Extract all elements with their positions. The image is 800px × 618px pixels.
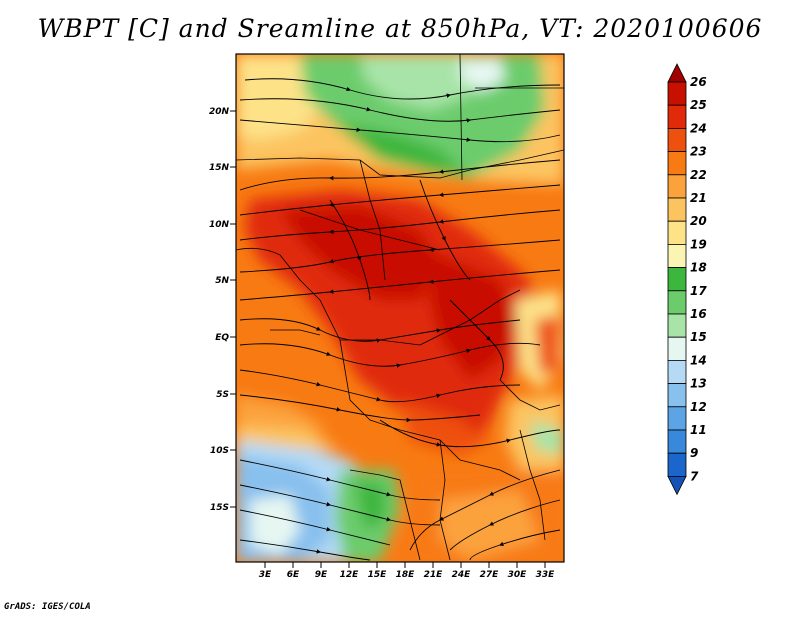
wbpt-shading xyxy=(236,54,564,562)
colorbar-segment xyxy=(667,127,687,152)
colorbar-label: 21 xyxy=(690,191,707,205)
lon-tick-label: 27E xyxy=(480,570,500,580)
colorbar-segment xyxy=(667,104,687,129)
colorbar-label: 22 xyxy=(690,168,707,182)
colorbar-labels: 26 25 24 23 22 21 20 19 18 17 16 15 14 13 12 11 9 7 xyxy=(690,75,707,483)
lon-tick-label: 15E xyxy=(368,570,388,580)
colorbar-segment xyxy=(667,429,687,454)
colorbar-label: 19 xyxy=(690,237,707,251)
colorbar-arrow-bottom xyxy=(667,476,687,496)
lon-tick-label: 3E xyxy=(259,570,272,580)
colorbar-segment xyxy=(667,243,687,268)
colorbar-segment xyxy=(667,197,687,222)
colorbar-segment xyxy=(667,336,687,361)
colorbar-label: 15 xyxy=(690,330,707,344)
colorbar-arrow-top xyxy=(667,63,687,83)
colorbar-segment xyxy=(667,452,687,477)
lon-tick-label: 12E xyxy=(340,570,360,580)
colorbar-segment xyxy=(667,313,687,338)
country-borders xyxy=(236,54,564,561)
colorbar-label: 7 xyxy=(690,469,699,483)
grads-credit: GrADS: IGES/COLA xyxy=(4,602,91,612)
lat-tick-label: 15S xyxy=(210,503,229,513)
lon-tick-label: 18E xyxy=(396,570,416,580)
lat-tick-label: 10S xyxy=(210,446,229,456)
lat-tick-label: EQ xyxy=(215,333,229,343)
colorbar-segment xyxy=(667,267,687,292)
colorbar-label: 17 xyxy=(690,284,707,298)
colorbar-label: 13 xyxy=(690,377,707,391)
colorbar-segment xyxy=(667,406,687,431)
latitude-axis: 20N 15N 10N 5N EQ 5S 10S 15S xyxy=(209,107,236,513)
colorbar-label: 26 xyxy=(690,75,707,89)
lon-tick-label: 24E xyxy=(452,570,472,580)
lat-tick-label: 10N xyxy=(209,220,230,230)
map-title: WBPT [C] and Sreamline at 850hPa, VT: 20… xyxy=(37,14,763,43)
lon-tick-label: 21E xyxy=(424,570,444,580)
streamlines xyxy=(239,78,561,561)
colorbar-label: 20 xyxy=(690,214,707,228)
lat-tick-label: 5N xyxy=(215,276,229,286)
colorbar-label: 11 xyxy=(690,423,707,437)
colorbar-label: 9 xyxy=(690,446,698,460)
colorbar-segment xyxy=(667,220,687,245)
colorbar-segment xyxy=(667,151,687,176)
colorbar-label: 14 xyxy=(690,353,707,367)
lat-tick-label: 20N xyxy=(209,107,230,117)
lon-tick-label: 30E xyxy=(508,570,528,580)
colorbar xyxy=(667,63,687,496)
lon-tick-label: 33E xyxy=(536,570,556,580)
lon-tick-label: 6E xyxy=(287,570,300,580)
lat-tick-label: 15N xyxy=(209,163,230,173)
colorbar-segment xyxy=(667,290,687,315)
colorbar-label: 12 xyxy=(690,400,707,414)
map-frame xyxy=(235,53,565,563)
colorbar-label: 18 xyxy=(690,261,707,275)
colorbar-segment xyxy=(667,359,687,384)
colorbar-segment xyxy=(667,81,687,106)
colorbar-label: 25 xyxy=(690,98,707,112)
colorbar-segment xyxy=(667,383,687,408)
colorbar-segment xyxy=(667,174,687,199)
longitude-axis: 3E 6E 9E 12E 15E 18E 21E 24E 27E 30E 33E xyxy=(259,562,555,580)
lat-tick-label: 5S xyxy=(216,390,229,400)
lon-tick-label: 9E xyxy=(315,570,328,580)
colorbar-label: 23 xyxy=(690,145,707,159)
colorbar-label: 24 xyxy=(690,121,707,135)
colorbar-label: 16 xyxy=(690,307,707,321)
